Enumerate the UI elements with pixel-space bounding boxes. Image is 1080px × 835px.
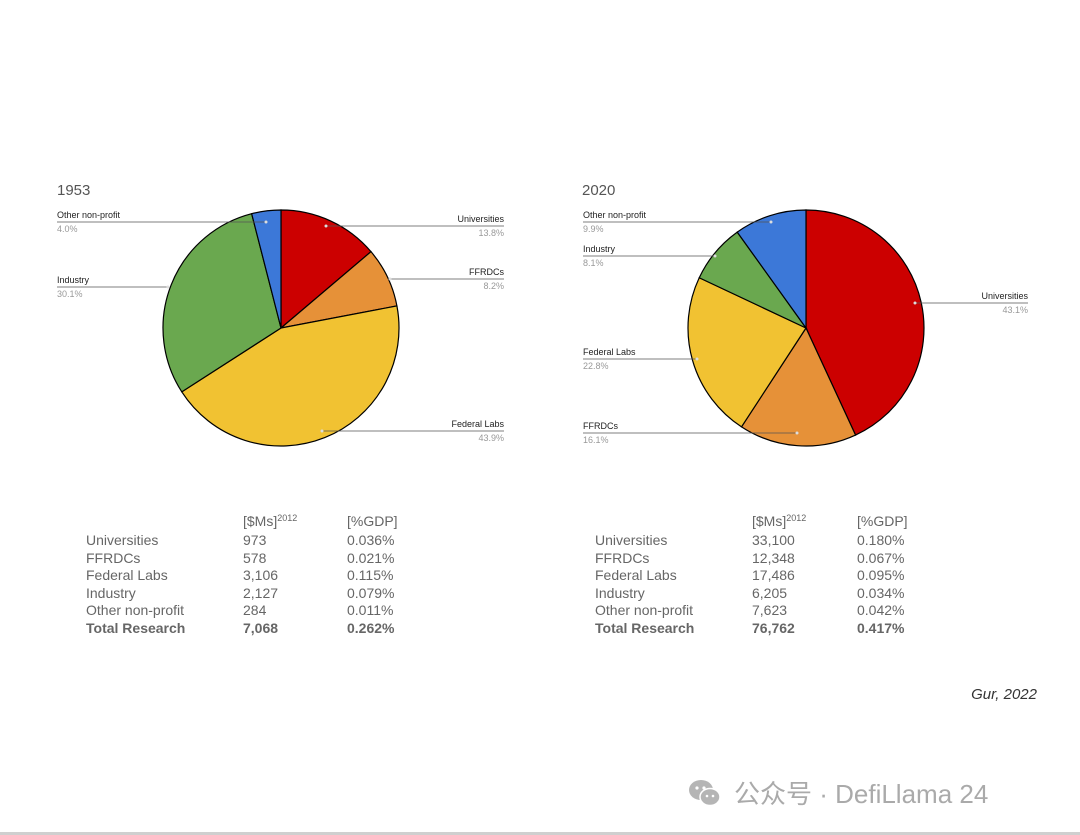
pie-2020-pct-ffrdcs: 16.1% [583,435,609,445]
pie-1953-slice-industry [162,212,282,393]
pie-1953-leader-dot-other-non-profit [264,220,268,224]
pie-1953-pct-universities: 13.8% [478,228,504,238]
pie-1953-label-universities: Universities [457,214,504,224]
divider [0,832,1080,835]
chart-title-2020: 2020 [582,182,616,199]
pie-2020-label-other-non-profit: Other non-profit [583,210,647,220]
pie-1953-slice-universities [280,209,372,330]
pie-2020-label-ffrdcs: FFRDCs [583,421,618,431]
pie-2020-leader-dot-universities [913,301,917,305]
pie-2020-leader-dot-federal-labs [695,357,699,361]
pie-2020-slice-federal-labs [687,276,807,428]
pie-2020-slice-ffrdcs [740,326,857,447]
pie-2020-pct-other-non-profit: 9.9% [583,224,604,234]
citation: Gur, 2022 [971,686,1037,703]
pie-2020-label-federal-labs: Federal Labs [583,347,636,357]
pie-2020-pct-industry: 8.1% [583,258,604,268]
watermark: 公众号 · DefiLlama 24 [688,774,988,811]
pie-1953-label-ffrdcs: FFRDCs [469,267,504,277]
pie-1953-leader-dot-universities [324,224,328,228]
pie-2020-pct-universities: 43.1% [1002,305,1028,315]
pie-2020-label-universities: Universities [981,291,1028,301]
pie-2020-leader-dot-other-non-profit [769,220,773,224]
pie-1953-pct-ffrdcs: 8.2% [483,281,504,291]
pie-2020-leader-dot-industry [713,254,717,258]
pie-1953-pct-industry: 30.1% [57,289,83,299]
pie-1953-pct-other-non-profit: 4.0% [57,224,78,234]
pie-charts: Universities 13.8% FFRDCs 8.2% Federal Labs 4… [57,209,1028,447]
pie-1953-slice-federal-labs [180,305,400,447]
pie-1953-leader-dot-federal-labs [320,429,324,433]
chart-title-1953: 1953 [57,182,91,199]
pie-1953-pct-federal-labs: 43.9% [478,433,504,443]
pie-2020-label-industry: Industry [583,244,616,254]
pie-1953-label-industry: Industry [57,275,90,285]
pie-2020-leader-dot-ffrdcs [795,431,799,435]
header-gdp: [%GDP] [857,513,908,529]
pie-2020-pct-federal-labs: 22.8% [583,361,609,371]
pie-1953-slice-other-non-profit [250,209,282,329]
header-usd: [$Ms]2012 [752,513,807,529]
pie-1953-label-other-non-profit: Other non-profit [57,210,121,220]
wechat-icon [689,779,721,806]
pie-2020-slice-other-non-profit [736,209,807,330]
header-usd: [$Ms]2012 [243,513,298,529]
pie-1953-label-federal-labs: Federal Labs [451,419,504,429]
pie-1953-leader-dot-industry [166,285,170,289]
watermark-text: 公众号 · DefiLlama 24 [734,779,989,809]
pie-1953-leader-dot-ffrdcs [388,277,392,281]
header-gdp: [%GDP] [347,513,398,529]
